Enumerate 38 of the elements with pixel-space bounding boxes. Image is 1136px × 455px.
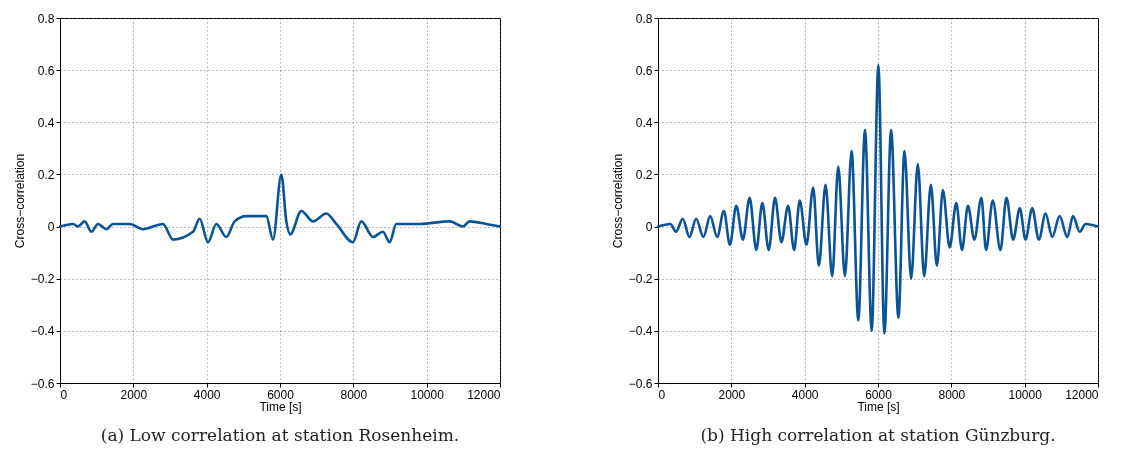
text: (a) Low correlation at station Rosenheim. bbox=[100, 425, 460, 445]
line-series bbox=[656, 63, 1100, 335]
x-tick-label: 10000 bbox=[1008, 387, 1043, 402]
x-tick-label: 8000 bbox=[340, 387, 368, 402]
x-tick-label: 4000 bbox=[193, 387, 221, 402]
y-tick-label: 0.6 bbox=[635, 63, 653, 78]
x-tick-label: 2000 bbox=[120, 387, 148, 402]
y-tick-label: 0.4 bbox=[37, 115, 55, 130]
y-tick-label: 0.2 bbox=[635, 167, 653, 182]
y-tick-label: −0.2 bbox=[628, 272, 653, 287]
y-tick-label: −0.6 bbox=[30, 376, 55, 391]
y-tick-label: −0.4 bbox=[30, 324, 55, 339]
y-tick-label: 0.6 bbox=[37, 63, 55, 78]
y-tick-label: −0.4 bbox=[628, 324, 653, 339]
y-tick-label: 0.2 bbox=[37, 167, 55, 182]
x-tick-label: 12000 bbox=[1065, 387, 1099, 402]
y-axis-title: Cross−correlation bbox=[12, 153, 27, 249]
x-axis-title: Time [s] bbox=[259, 399, 302, 414]
y-tick-label: 0 bbox=[645, 220, 653, 235]
y-tick-label: 0.8 bbox=[635, 11, 653, 26]
x-tick-label: 8000 bbox=[938, 387, 966, 402]
y-tick-label: 0 bbox=[47, 220, 55, 235]
x-tick-label: 6000 bbox=[267, 387, 295, 402]
y-axis-title: Cross−correlation bbox=[610, 153, 625, 249]
x-tick-label: 10000 bbox=[410, 387, 445, 402]
x-tick-label: 4000 bbox=[791, 387, 819, 402]
x-tick-label: 0 bbox=[658, 387, 666, 402]
x-tick-label: 12000 bbox=[467, 387, 501, 402]
y-tick-label: 0.4 bbox=[635, 115, 653, 130]
y-tick-label: −0.2 bbox=[30, 272, 55, 287]
line-series bbox=[58, 173, 502, 244]
x-tick-label: 2000 bbox=[718, 387, 746, 402]
text: (b) High correlation at station Günzburg. bbox=[700, 425, 1056, 445]
y-tick-label: −0.6 bbox=[628, 376, 653, 391]
y-tick-label: 0.8 bbox=[37, 11, 55, 26]
x-tick-label: 0 bbox=[60, 387, 68, 402]
x-axis-title: Time [s] bbox=[857, 399, 900, 414]
x-tick-label: 6000 bbox=[865, 387, 893, 402]
